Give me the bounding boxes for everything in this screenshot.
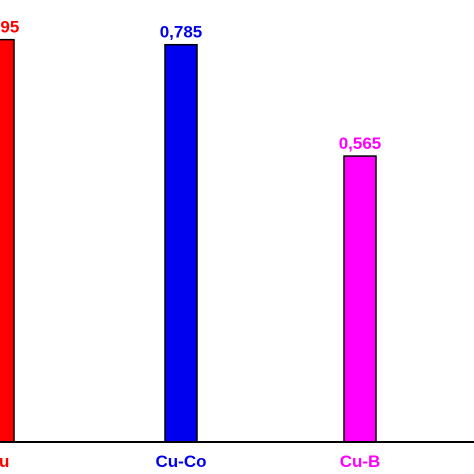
bar-cu — [0, 38, 15, 443]
bar-cu-b — [343, 155, 377, 443]
plot-area: 0,795 Cu 0,785 Cu-Co 0,565 Cu-B — [0, 18, 381, 471]
category-label-cu-co: Cu-Co — [156, 452, 207, 471]
value-label-cu-co: 0,785 — [160, 23, 203, 42]
category-label-cu: Cu — [0, 452, 9, 471]
bar-cu-co — [164, 43, 198, 443]
value-label-cu: 0,795 — [0, 18, 19, 37]
category-label-cu-b: Cu-B — [340, 452, 381, 471]
value-label-cu-b: 0,565 — [339, 134, 382, 153]
